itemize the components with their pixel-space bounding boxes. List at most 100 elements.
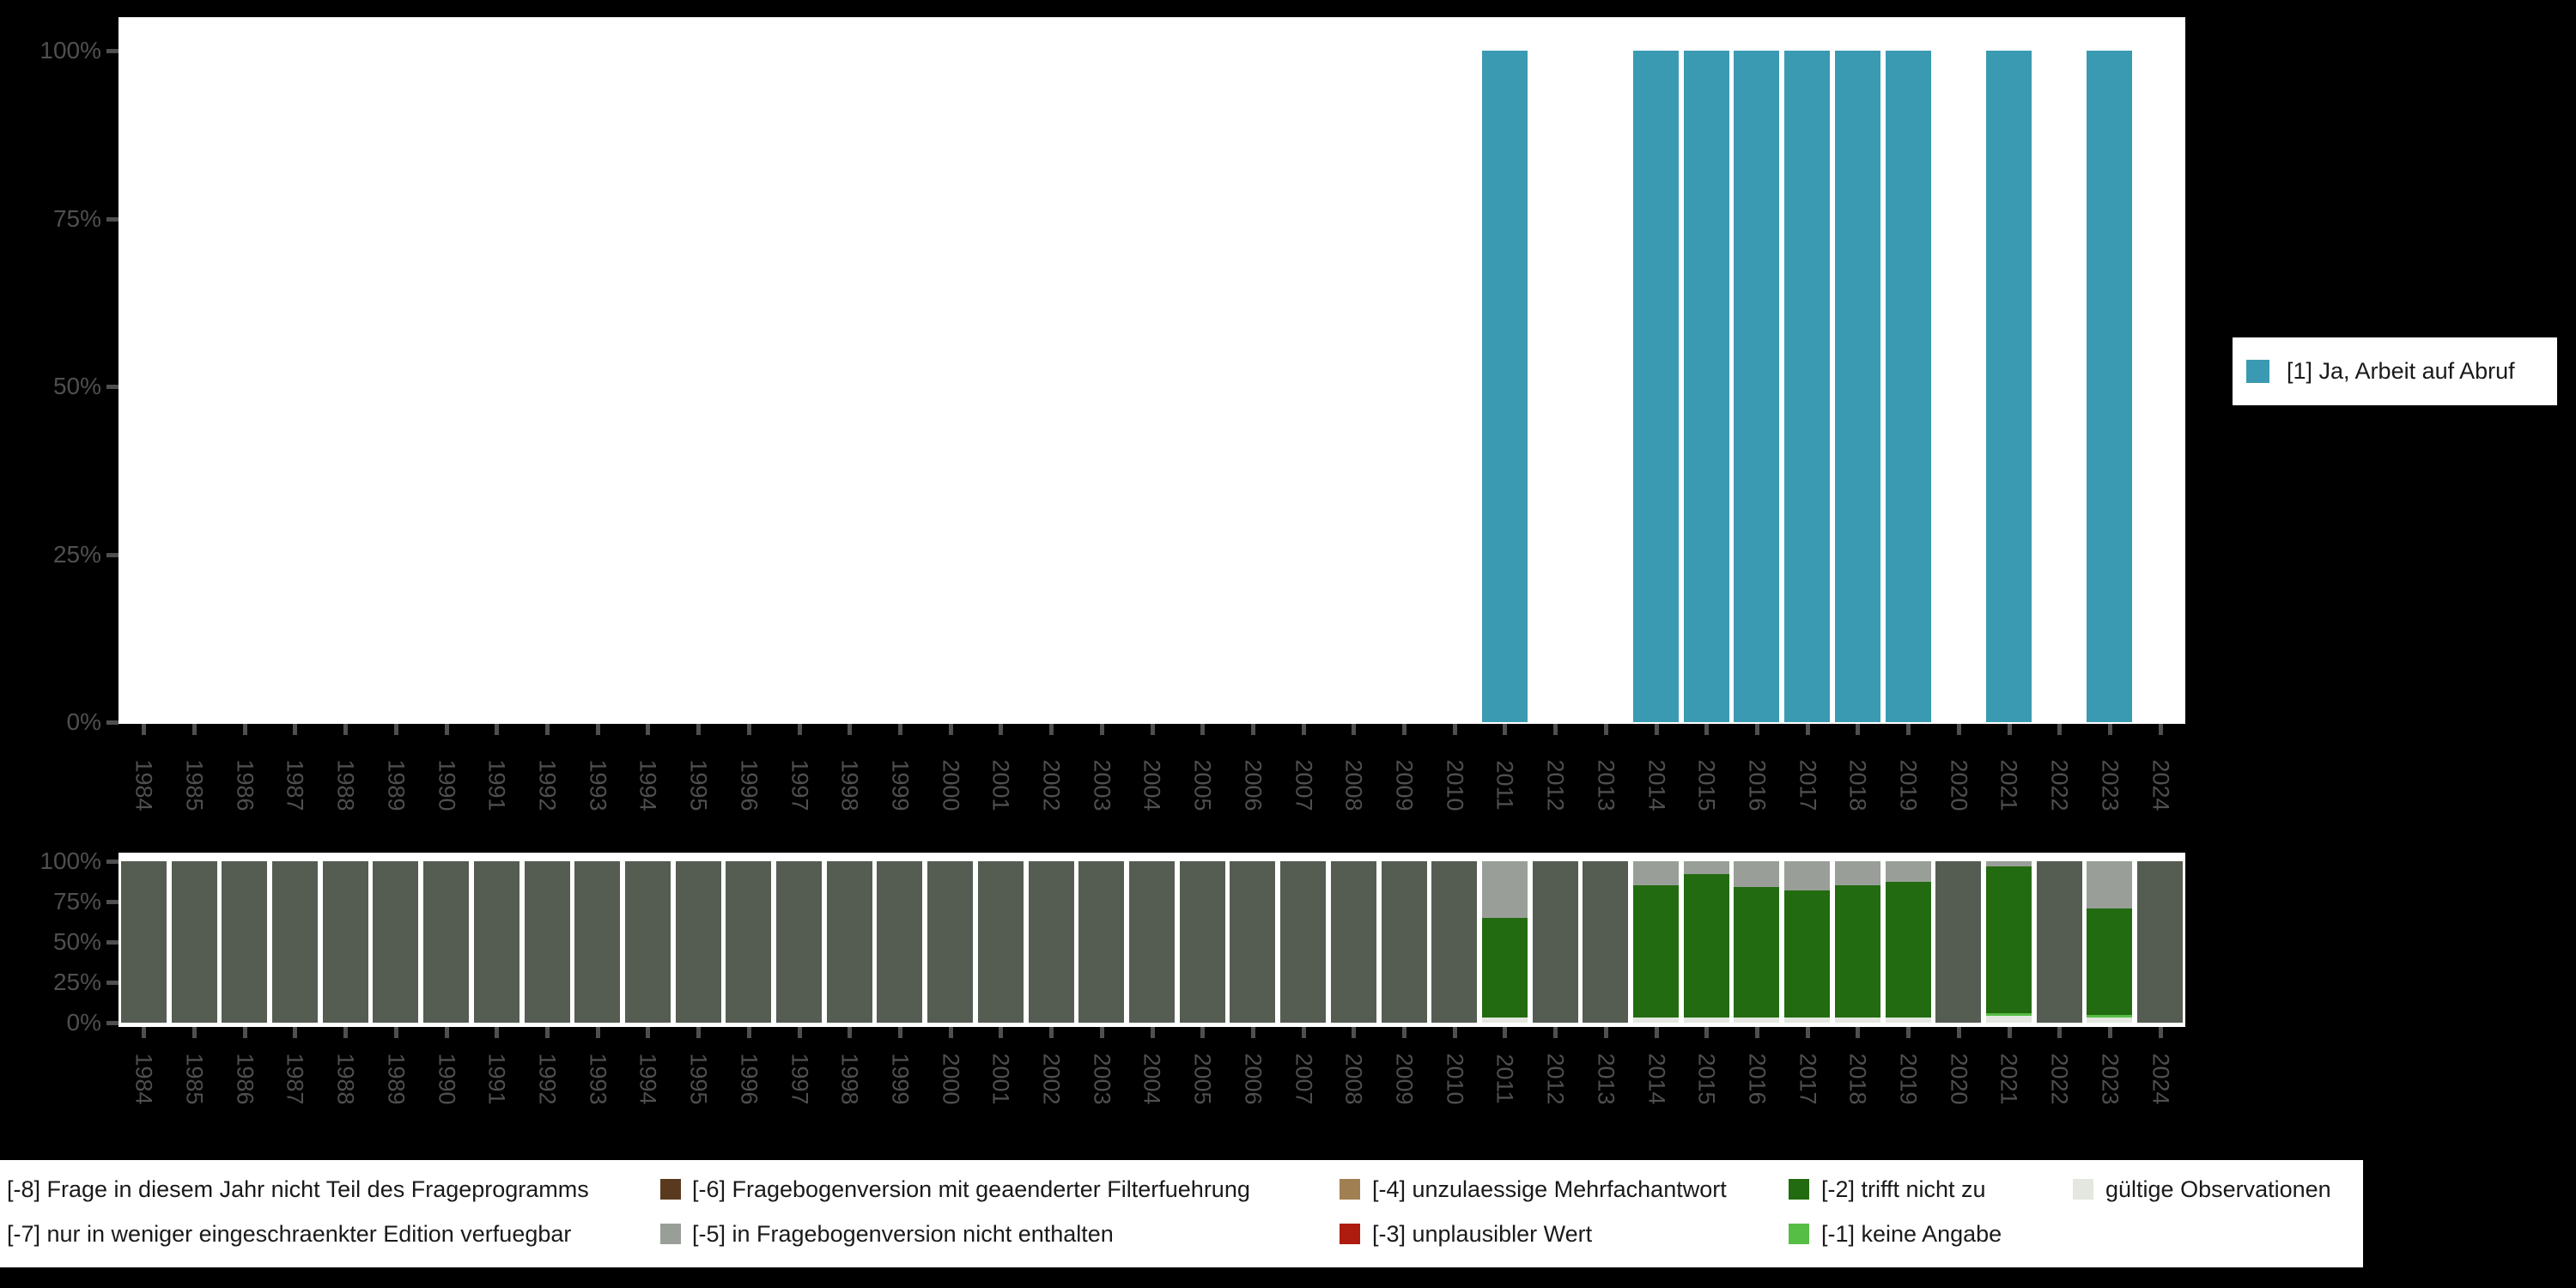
x-axis-tick xyxy=(1352,1027,1357,1038)
bottom-bar-1985-segment xyxy=(171,861,217,1023)
year-label-text: 2023 xyxy=(2097,1052,2123,1105)
x-axis-tick xyxy=(192,724,197,735)
year-label-text: 2013 xyxy=(1593,1052,1619,1105)
x-axis-tick xyxy=(797,724,802,735)
bottom-bar-1993-segment xyxy=(574,861,621,1023)
x-axis-tick xyxy=(1402,1027,1407,1038)
x-axis-tick xyxy=(646,1027,651,1038)
x-axis-tick xyxy=(999,1027,1004,1038)
x-axis-tick xyxy=(1503,1027,1508,1038)
year-label-text: 1994 xyxy=(635,1052,661,1105)
x-axis-tick xyxy=(1805,1027,1810,1038)
x-axis-tick xyxy=(1856,1027,1861,1038)
year-label-text: 1988 xyxy=(332,1052,359,1105)
bottom-bar-2009-segment xyxy=(1381,861,1427,1023)
bottom-bar-2000-segment xyxy=(927,861,974,1023)
x-axis-tick xyxy=(1906,724,1911,735)
year-label-text: 1993 xyxy=(585,758,611,811)
legend-swatch-valid xyxy=(2073,1179,2093,1200)
bottom-bar-1999-segment xyxy=(877,861,923,1023)
year-label-text: 2003 xyxy=(1089,758,1115,811)
x-axis-tick xyxy=(1452,724,1457,735)
top-bar-2018 xyxy=(1834,51,1880,722)
legend-label-ja-arbeit-auf-abruf: [1] Ja, Arbeit auf Abruf xyxy=(2287,358,2515,384)
legend-label--7: [-7] nur in weniger eingeschraenkter Edi… xyxy=(7,1221,572,1247)
legend-swatch--4 xyxy=(1340,1179,1360,1200)
bottom-bar-2017-segment xyxy=(1784,1018,1831,1023)
x-axis-tick xyxy=(343,1027,349,1038)
bottom-bar-1995-segment xyxy=(675,861,721,1023)
year-label-text: 2010 xyxy=(1442,1052,1468,1105)
year-label-text: 2000 xyxy=(938,758,964,811)
year-label-text: 1998 xyxy=(836,758,863,811)
year-label-text: 2021 xyxy=(1996,1052,2023,1105)
bottom-bar-2017-segment xyxy=(1784,861,1831,890)
x-axis-tick xyxy=(444,1027,449,1038)
x-axis-tick xyxy=(746,724,751,735)
year-label-text: 1991 xyxy=(483,1052,510,1105)
x-axis-tick xyxy=(2107,1027,2112,1038)
year-label-text: 2016 xyxy=(1744,1052,1771,1105)
x-axis-tick xyxy=(848,1027,853,1038)
bottom-bar-2020-segment xyxy=(1935,861,1982,1023)
bottom-bar-2016-segment xyxy=(1734,887,1780,1018)
year-label-text: 2005 xyxy=(1189,1052,1216,1105)
bottom-bar-1986-segment xyxy=(222,861,268,1023)
year-label-text: 2009 xyxy=(1391,758,1418,811)
bottom-bar-1991-segment xyxy=(473,861,519,1023)
legend-swatch--3 xyxy=(1340,1224,1360,1244)
bottom-bar-2018-segment xyxy=(1834,885,1880,1018)
x-axis-tick xyxy=(897,724,902,735)
year-label-text: 1999 xyxy=(887,758,914,811)
year-label-text: 1990 xyxy=(434,758,460,811)
legend-label--4: [-4] unzulaessige Mehrfachantwort xyxy=(1372,1176,1727,1202)
y-axis-tick xyxy=(106,216,118,222)
x-axis-tick xyxy=(142,724,147,735)
x-axis-tick xyxy=(1150,1027,1155,1038)
year-label-text: 1984 xyxy=(131,1052,157,1105)
x-axis-tick xyxy=(1099,1027,1104,1038)
bottom-bar-2015-segment xyxy=(1683,874,1729,1018)
y-axis-tick xyxy=(106,552,118,557)
legend-label--5: [-5] in Fragebogenversion nicht enthalte… xyxy=(692,1221,1114,1247)
x-axis-tick xyxy=(393,724,398,735)
year-label-text: 2016 xyxy=(1744,758,1771,811)
bottom-bar-2015-segment xyxy=(1683,861,1729,875)
year-label-text: 2011 xyxy=(1492,1053,1518,1104)
x-axis-tick xyxy=(192,1027,197,1038)
x-axis-tick xyxy=(1603,1027,1608,1038)
bottom-bar-2014-segment xyxy=(1633,861,1680,886)
year-label-text: 2022 xyxy=(2046,758,2073,811)
year-label-text: 2004 xyxy=(1139,1052,1166,1105)
x-axis-tick xyxy=(444,724,449,735)
bottom-bar-2023-segment xyxy=(2087,908,2133,1015)
bottom-bar-2016-segment xyxy=(1734,861,1780,888)
x-axis-tick xyxy=(1049,724,1054,735)
year-label-text: 1995 xyxy=(685,758,712,811)
x-axis-tick xyxy=(1553,1027,1558,1038)
top-bar-2011 xyxy=(1481,51,1528,722)
year-label-text: 1995 xyxy=(685,1052,712,1105)
year-label-text: 1999 xyxy=(887,1052,914,1105)
year-label-text: 2000 xyxy=(938,1052,964,1105)
bottom-bar-2004-segment xyxy=(1129,861,1175,1023)
y-axis-label: 25% xyxy=(52,969,101,995)
year-label-text: 2005 xyxy=(1189,758,1216,811)
year-label-text: 2006 xyxy=(1240,758,1267,811)
legend-valid-values: [1] Ja, Arbeit auf Abruf xyxy=(2233,337,2557,405)
x-axis-tick xyxy=(1099,724,1104,735)
y-axis-label: 50% xyxy=(52,928,101,955)
bottom-bar-2023-segment xyxy=(2087,1018,2133,1023)
bottom-bar-2008-segment xyxy=(1330,861,1376,1023)
y-axis-tick xyxy=(106,1021,118,1025)
year-label-text: 2012 xyxy=(1542,758,1569,811)
y-axis-label: 50% xyxy=(52,373,101,399)
legend-swatch--5 xyxy=(660,1224,681,1244)
year-label-text: 1997 xyxy=(787,1052,813,1105)
y-axis-tick xyxy=(106,900,118,904)
x-axis-tick xyxy=(595,724,600,735)
x-axis-tick xyxy=(848,724,853,735)
bottom-bar-2021-segment xyxy=(1986,866,2032,1013)
bottom-bar-1998-segment xyxy=(826,861,872,1023)
y-axis-tick xyxy=(106,720,118,725)
